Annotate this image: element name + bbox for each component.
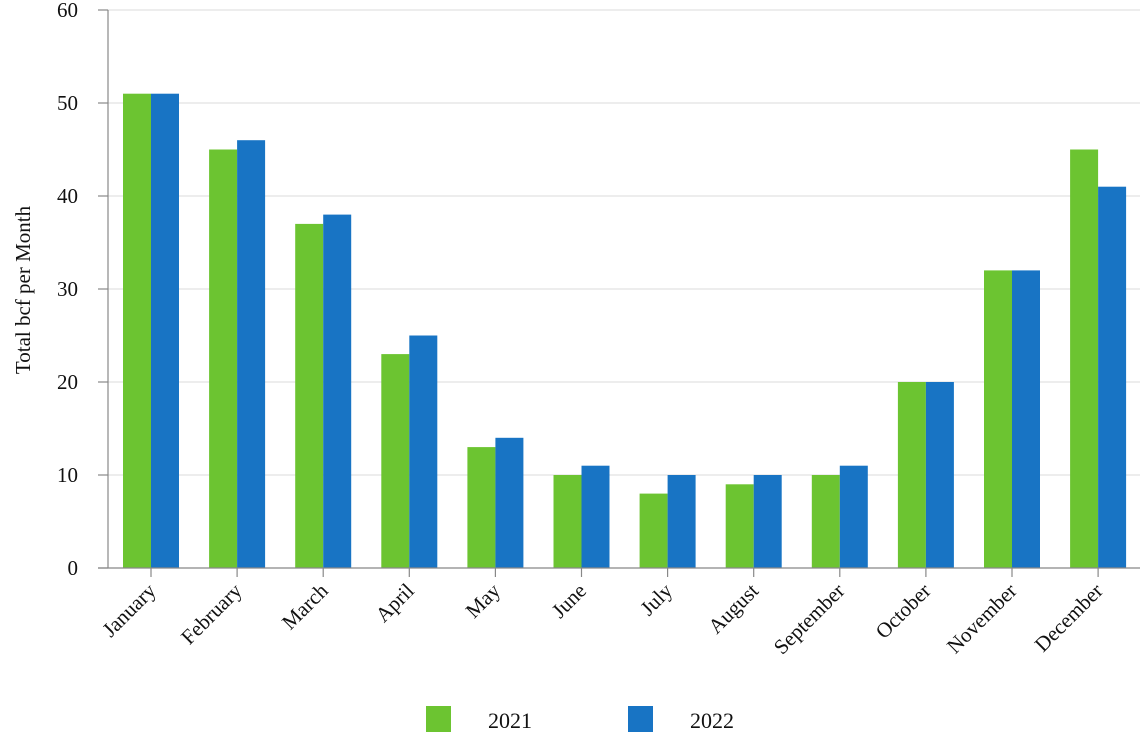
- bar-2021-march: [295, 223, 324, 568]
- bar-2022-january: [151, 93, 179, 568]
- y-tick-label: 0: [68, 556, 79, 580]
- x-tick-label-may: May: [461, 578, 506, 623]
- bar-2021-december: [1070, 149, 1099, 568]
- bar-2021-september: [811, 475, 840, 568]
- x-tick-label-august: August: [703, 578, 763, 638]
- bar-2022-february: [237, 140, 266, 568]
- y-axis-title: Total bcf per Month: [11, 205, 35, 374]
- y-tick-labels: 0 10 20 30 40 50 60: [57, 0, 108, 580]
- x-tick-label-january: January: [97, 578, 161, 642]
- bar-2021-february: [209, 149, 238, 568]
- legend-swatch-2021: [426, 706, 451, 732]
- x-tick-label-february: February: [176, 578, 247, 649]
- bar-2022-august: [753, 475, 782, 568]
- legend: 2021 2022: [426, 706, 734, 733]
- x-tick-label-july: July: [635, 578, 677, 620]
- bars: [123, 93, 1127, 568]
- bar-2021-may: [467, 447, 496, 568]
- x-tick-labels: January February March April May June July Augu…: [97, 568, 1108, 659]
- x-tick-label-october: October: [871, 579, 936, 644]
- bar-2021-april: [381, 354, 410, 568]
- legend-swatch-2022: [628, 706, 653, 732]
- bar-2022-may: [495, 437, 524, 568]
- y-tick-label: 30: [57, 277, 78, 301]
- y-tick-label: 20: [57, 370, 78, 394]
- x-tick-label-april: April: [371, 578, 419, 626]
- legend-label-2022: 2022: [690, 708, 734, 733]
- bar-2021-july: [639, 493, 668, 568]
- y-tick-label: 10: [57, 463, 78, 487]
- bar-2022-march: [323, 214, 352, 568]
- gridlines: [108, 9, 1140, 476]
- bar-2022-june: [581, 465, 610, 568]
- y-tick-label: 50: [57, 91, 78, 115]
- x-tick-label-march: March: [277, 578, 333, 634]
- bar-2022-november: [1012, 270, 1040, 568]
- x-tick-label-november: November: [942, 579, 1022, 659]
- x-tick-label-june: June: [547, 579, 591, 623]
- bar-2022-april: [409, 335, 438, 568]
- bar-2022-july: [667, 475, 696, 568]
- bar-2021-august: [725, 484, 754, 568]
- x-tick-label-september: September: [769, 579, 849, 659]
- bar-2022-december: [1098, 186, 1127, 568]
- x-tick-label-december: December: [1030, 579, 1108, 657]
- y-tick-label: 60: [57, 0, 78, 22]
- legend-label-2021: 2021: [488, 708, 532, 733]
- bar-2022-october: [925, 382, 954, 568]
- bar-2021-january: [123, 93, 151, 568]
- bar-2022-september: [839, 465, 868, 568]
- bar-2021-november: [984, 270, 1012, 568]
- bar-2021-june: [553, 475, 582, 568]
- bar-2021-october: [897, 382, 926, 568]
- y-tick-label: 40: [57, 184, 78, 208]
